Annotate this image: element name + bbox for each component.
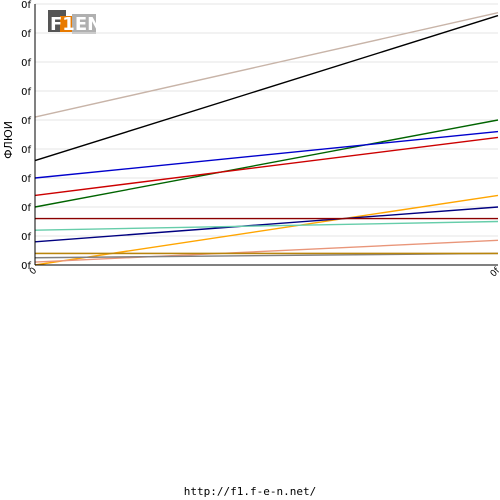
series-line-9 xyxy=(34,239,499,263)
series-line-8 xyxy=(34,220,499,231)
y-tick-label-9: 0f xyxy=(21,0,31,11)
y-tick-labels: 0f 0f 0f 0f 0f 0f 0f 0f 0f 0f xyxy=(21,0,31,272)
logo-text: F1EN xyxy=(50,14,102,35)
series-line-4 xyxy=(34,136,499,197)
y-tick-label-7: 0f xyxy=(21,58,31,69)
y-tick-label-1: 0f xyxy=(21,232,31,243)
footer-url: http://f1.f-e-n.net/ xyxy=(183,485,317,498)
y-tick-label-0: 0f xyxy=(21,261,31,272)
series-line-6 xyxy=(34,206,499,243)
x-tick-label-1: 0f xyxy=(489,265,500,279)
y-tick-label-5: 0f xyxy=(21,116,31,127)
series-line-1 xyxy=(34,14,499,162)
series-layer xyxy=(34,12,499,266)
y-axis-label: ФЛЮИ xyxy=(2,121,15,159)
logo-block-grey xyxy=(72,14,96,34)
series-line-3 xyxy=(34,130,499,179)
y-tick-label-2: 0f xyxy=(21,203,31,214)
x-tick-labels: 0 0f xyxy=(28,265,500,279)
logo: F1EN xyxy=(48,10,102,35)
series-line-0 xyxy=(34,12,499,118)
series-line-10 xyxy=(34,252,499,259)
y-tick-label-3: 0f xyxy=(21,174,31,185)
y-tick-label-8: 0f xyxy=(21,29,31,40)
y-tick-label-4: 0f xyxy=(21,145,31,156)
series-line-2 xyxy=(34,119,499,208)
x-tick-label-0: 0 xyxy=(28,266,39,277)
y-tick-label-6: 0f xyxy=(21,87,31,98)
logo-block-orange xyxy=(60,16,72,32)
axes xyxy=(34,4,498,266)
